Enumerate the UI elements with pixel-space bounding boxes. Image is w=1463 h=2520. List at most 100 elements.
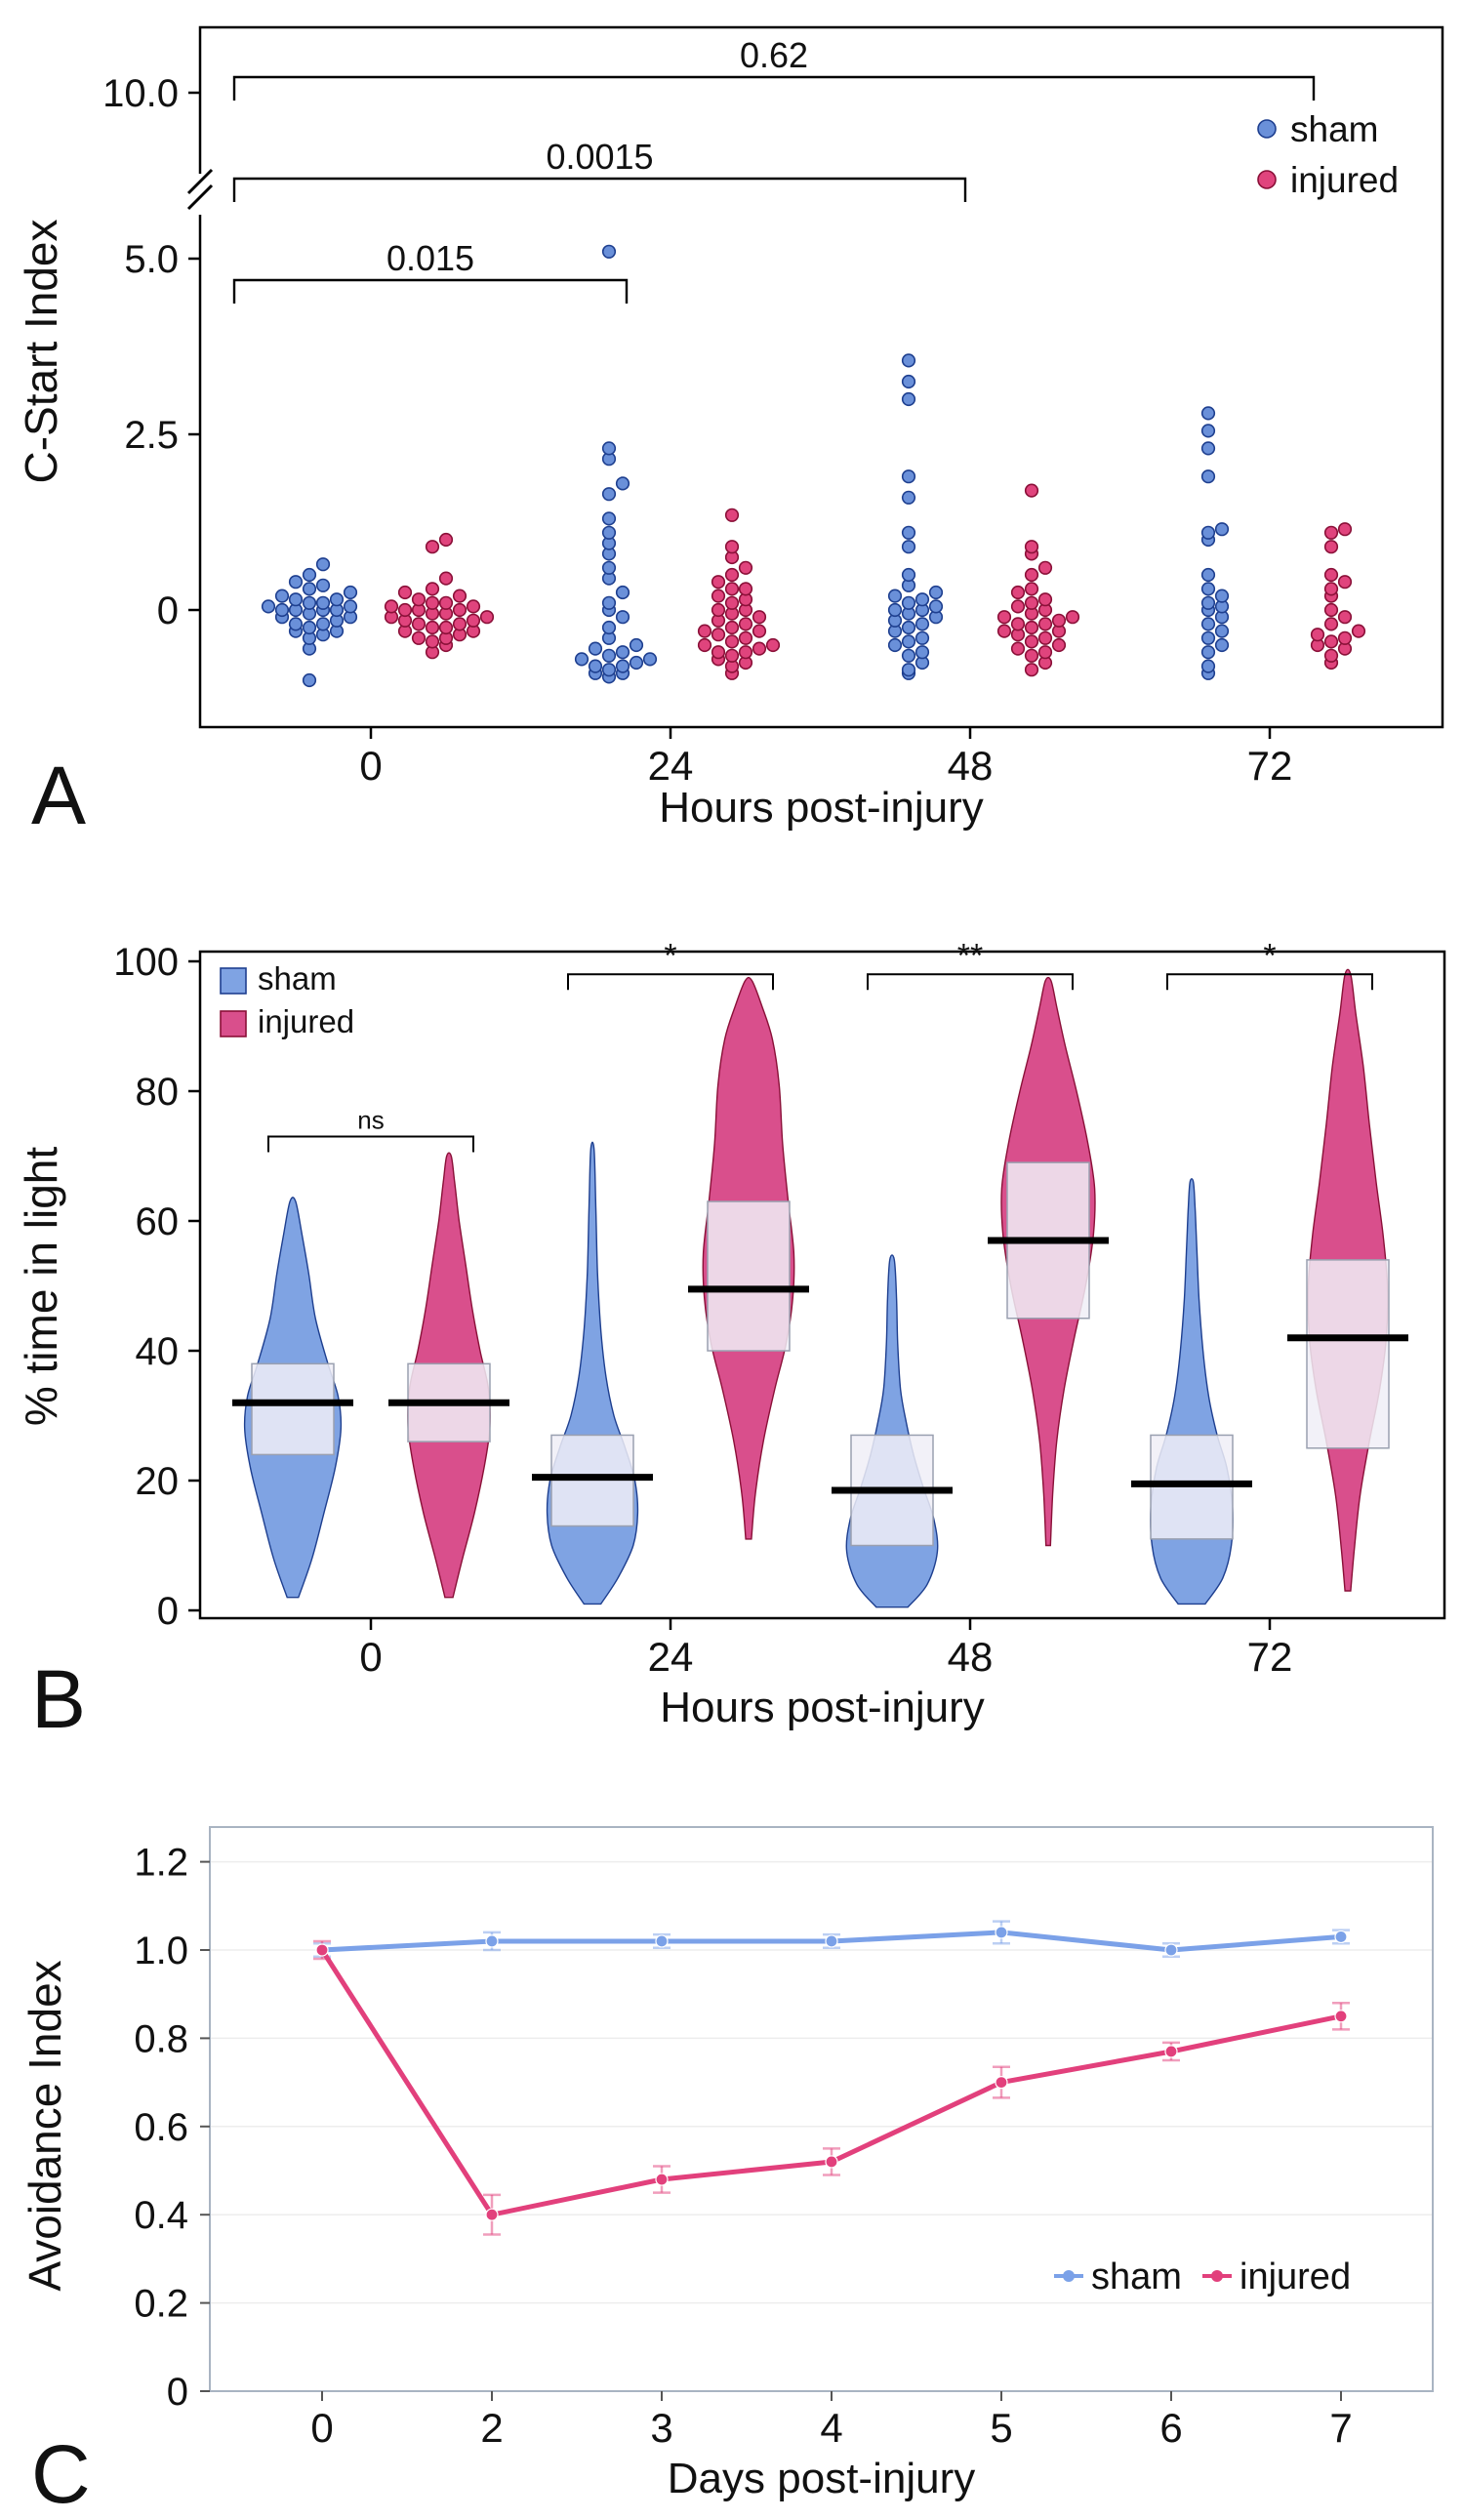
legend-injured-icon — [220, 1010, 247, 1037]
injured-dot — [452, 617, 467, 631]
sham-dot — [315, 578, 331, 592]
significance-label: 0.0015 — [546, 137, 653, 177]
sham-dot — [274, 589, 290, 603]
sham-dot — [1200, 630, 1216, 645]
sham-dot — [302, 620, 317, 635]
sham-dot — [629, 637, 644, 653]
injured-dot — [1037, 645, 1053, 660]
injured-dot — [1323, 540, 1339, 554]
injured-dot — [765, 637, 781, 653]
sham-dot — [887, 637, 903, 653]
x-axis-label: Hours post-injury — [659, 784, 984, 832]
sham-dot — [1200, 469, 1216, 484]
sham-dot — [887, 602, 903, 618]
y-tick-label: 0.2 — [134, 2283, 188, 2326]
injured-marker — [485, 2208, 499, 2221]
injured-dot — [724, 508, 740, 522]
x-tick-label: 24 — [648, 743, 694, 789]
sham-dot — [914, 630, 930, 645]
injured-dot — [996, 624, 1012, 638]
injured-dot — [711, 575, 726, 589]
sham-dot — [288, 575, 304, 589]
x-tick-label: 0 — [310, 2405, 333, 2451]
series-injured — [313, 1939, 1350, 2236]
injured-dot — [724, 582, 740, 596]
y-axis-label: C-Start Index — [16, 220, 66, 484]
injured-dot — [752, 624, 767, 638]
legend-sham-label: sham — [258, 960, 337, 996]
injured-dot — [1323, 648, 1339, 663]
x-axis-label: Hours post-injury — [660, 1684, 985, 1731]
axis-break-icon — [186, 183, 214, 211]
sham-dot — [928, 585, 944, 600]
sham-dot — [1200, 567, 1216, 583]
sham-dot — [601, 525, 617, 540]
sham-dot — [302, 582, 317, 596]
panel-b-frame — [198, 950, 1446, 1620]
sham-dot — [1200, 617, 1216, 631]
sham-dot — [302, 567, 317, 583]
panel-a-frame — [198, 25, 1444, 729]
sham-dot — [601, 244, 617, 259]
sham-dot — [914, 645, 930, 660]
sham-dot — [588, 659, 603, 673]
sham-dot — [901, 540, 916, 554]
sham-dot — [329, 592, 345, 607]
sham-dot — [615, 585, 630, 600]
legend-sham-icon — [220, 967, 247, 995]
series-sham — [313, 1920, 1350, 1959]
sig-bracket — [232, 177, 967, 202]
iqr-box — [251, 1362, 335, 1456]
legend-sham-label: sham — [1290, 109, 1378, 149]
y-axis-label: % time in light — [16, 1147, 66, 1427]
injured-dot — [1310, 628, 1325, 642]
sham-dot — [1214, 624, 1230, 638]
y-tick-label: 1.2 — [134, 1842, 188, 1885]
y-tick-label: 60 — [136, 1200, 180, 1243]
y-axis-label: Avoidance Index — [20, 1960, 70, 2291]
injured-dot — [724, 634, 740, 649]
violin-sham-24 — [546, 1141, 639, 1605]
violin-sham-72 — [1150, 1178, 1234, 1605]
injured-dot — [438, 595, 454, 610]
sham-dot — [601, 648, 617, 663]
significance-label: ns — [357, 1106, 384, 1135]
injured-dot — [452, 602, 467, 618]
panel-c-frame — [209, 1826, 1434, 2392]
injured-dot — [1024, 540, 1039, 554]
sham-dot — [315, 595, 331, 610]
significance-label: * — [664, 937, 676, 974]
injured-dot — [1010, 585, 1026, 600]
sham-marker — [1164, 1943, 1178, 1957]
injured-dot — [738, 630, 753, 645]
injured-dot — [1024, 663, 1039, 677]
injured-dot — [1024, 582, 1039, 596]
sig-bracket — [232, 75, 1316, 101]
injured-dot — [411, 630, 427, 645]
sham-dot — [914, 592, 930, 607]
injured-dot — [397, 585, 413, 600]
injured-dot — [1037, 560, 1053, 575]
injured-dot — [1351, 624, 1366, 638]
injured-dot — [1323, 602, 1339, 618]
injured-dot — [1323, 525, 1339, 540]
injured-dot — [1051, 637, 1067, 653]
injured-dot — [697, 624, 712, 638]
injured-dot — [1337, 610, 1353, 625]
sham-dot — [601, 663, 617, 677]
sham-dot — [914, 617, 930, 631]
sham-dot — [343, 585, 358, 600]
sham-dot — [1200, 645, 1216, 660]
significance-label: 0.62 — [740, 35, 808, 75]
injured-dot — [1010, 641, 1026, 656]
sham-dot — [1200, 595, 1216, 610]
legend-injured-label: injured — [1239, 2256, 1351, 2297]
injured-marker — [1334, 2010, 1348, 2023]
panel-c-chart: 0 0.2 0.4 0.6 0.8 1.0 1.2 0 2 3 4 5 6 7 Days post-inju… — [20, 1826, 1434, 2502]
injured-dot — [438, 532, 454, 548]
injured-dot — [1024, 567, 1039, 583]
sham-dot — [261, 599, 276, 614]
injured-dot — [738, 617, 753, 631]
sham-dot — [615, 476, 630, 491]
x-tick-label: 72 — [1247, 743, 1293, 789]
